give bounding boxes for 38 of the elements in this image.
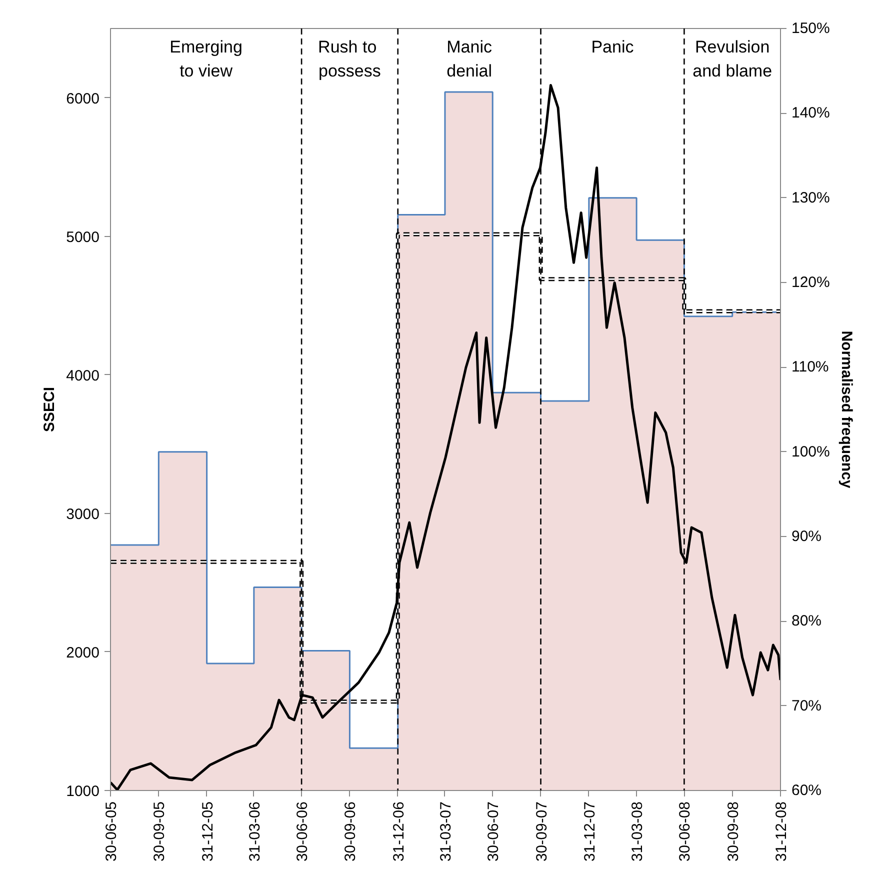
x-tick-label: 31-12-06 bbox=[390, 801, 408, 862]
annotation: Rush to possess bbox=[318, 38, 381, 80]
x-tick-label: 30-09-05 bbox=[151, 801, 168, 862]
x-tick-label: 31-03-07 bbox=[437, 801, 454, 862]
x-tick-label: 31-03-08 bbox=[629, 801, 646, 862]
y-axis-title: SSECI bbox=[41, 386, 58, 432]
y2-axis-title: Normalised frequency bbox=[838, 330, 855, 489]
x-tick-label: 30-09-06 bbox=[342, 801, 360, 862]
x-tick-label: 30-06-08 bbox=[676, 801, 694, 862]
annotation: Manic denial bbox=[446, 38, 492, 80]
x-tick-label: 30-09-08 bbox=[724, 801, 742, 862]
x-tick-label: 31-12-07 bbox=[581, 801, 598, 862]
y-tick-label: 6000 bbox=[66, 90, 100, 108]
x-tick-label: 30-09-07 bbox=[533, 801, 550, 862]
annotation: Emerging to view bbox=[170, 38, 242, 80]
annotation: Panic bbox=[591, 38, 634, 57]
y2-tick-label: 150% bbox=[792, 20, 830, 37]
x-tick-label: 31-03-06 bbox=[246, 801, 264, 862]
y2-tick-label: 60% bbox=[792, 782, 822, 799]
y2-tick-label: 100% bbox=[792, 443, 830, 460]
x-tick-label: 30-06-06 bbox=[294, 801, 312, 862]
y2-tick-label: 80% bbox=[792, 612, 822, 630]
y2-tick-label: 130% bbox=[792, 189, 830, 206]
y2-tick-label: 90% bbox=[792, 528, 822, 545]
y-tick-label: 2000 bbox=[66, 644, 100, 662]
y-tick-label: 5000 bbox=[66, 228, 100, 246]
x-tick-label: 31-12-05 bbox=[199, 801, 216, 862]
annotation: Revulsion and blame bbox=[692, 38, 772, 80]
x-tick-label: 30-06-07 bbox=[485, 801, 502, 862]
y2-tick-label: 120% bbox=[792, 274, 830, 291]
y2-tick-label: 70% bbox=[792, 697, 822, 714]
y-tick-label: 4000 bbox=[66, 367, 100, 384]
x-tick-label: 30-06-05 bbox=[103, 801, 120, 862]
y-tick-label: 1000 bbox=[66, 783, 100, 800]
y-tick-label: 3000 bbox=[66, 506, 100, 523]
x-tick-label: 31-12-08 bbox=[773, 801, 790, 862]
y2-tick-label: 110% bbox=[792, 358, 829, 376]
y2-tick-label: 140% bbox=[792, 104, 830, 122]
